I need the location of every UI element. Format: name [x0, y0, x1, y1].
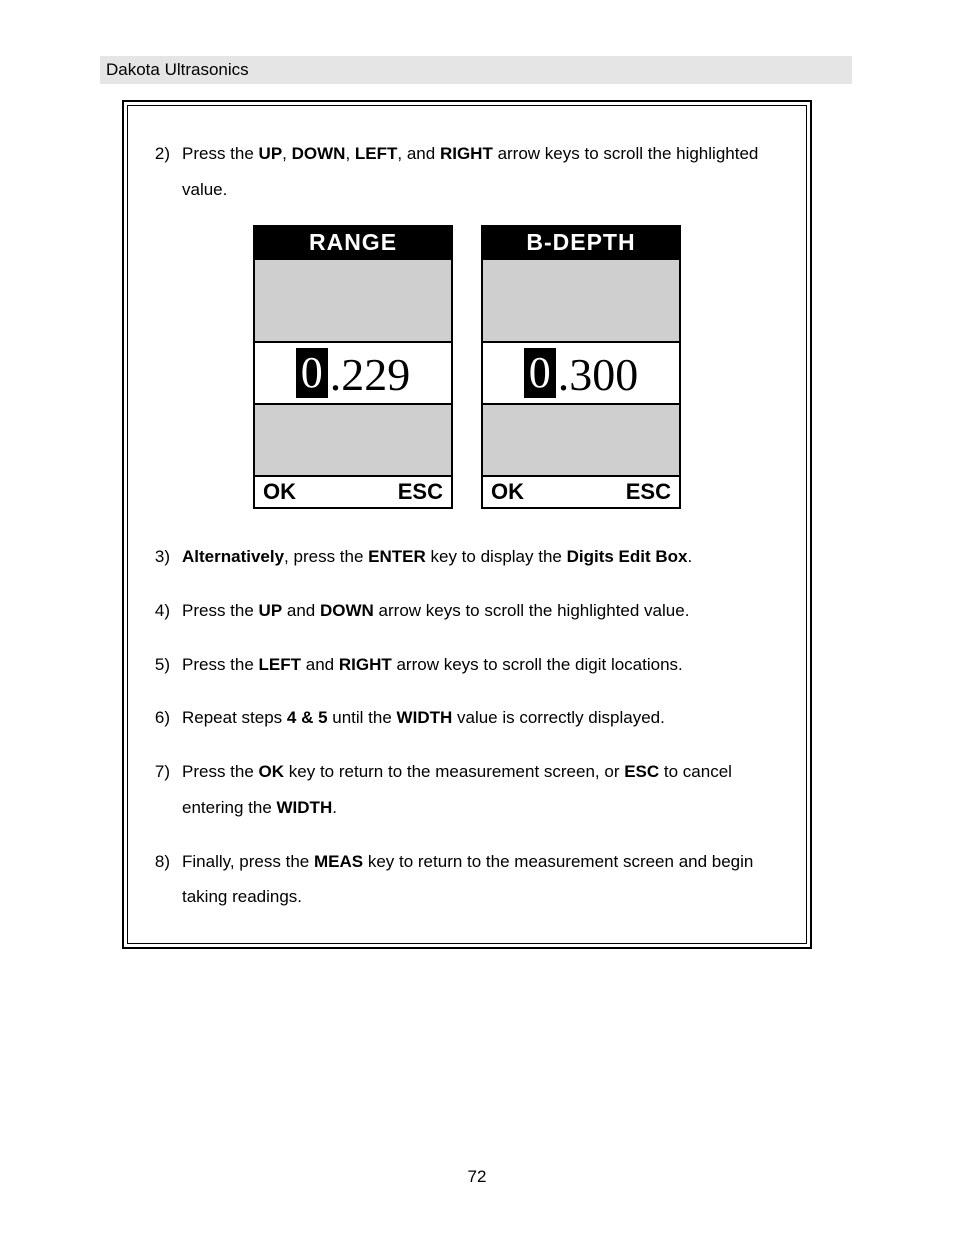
lcd-value-box: 0.229	[255, 341, 451, 405]
step-text: Press the UP, DOWN, LEFT, and RIGHT arro…	[174, 136, 788, 207]
step-text: Press the UP and DOWN arrow keys to scro…	[174, 593, 788, 629]
step-text: Repeat steps 4 & 5 until the WIDTH value…	[174, 700, 788, 736]
lcd-title: B-DEPTH	[483, 227, 679, 259]
lcd-panel-range: RANGE 0.229 OK ESC	[253, 225, 453, 509]
lcd-displays-row: RANGE 0.229 OK ESC B-DEPTH 0	[146, 225, 788, 509]
step-text: Press the OK key to return to the measur…	[174, 754, 788, 825]
value-rest: .300	[558, 352, 639, 398]
step-text: Press the LEFT and RIGHT arrow keys to s…	[174, 647, 788, 683]
step-number: 3)	[146, 539, 174, 575]
ok-label: OK	[491, 479, 524, 505]
lcd-gray-area	[483, 405, 679, 475]
instruction-outer-frame: 2) Press the UP, DOWN, LEFT, and RIGHT a…	[122, 100, 812, 949]
lcd-button-row: OK ESC	[483, 475, 679, 507]
lcd-gray-area	[255, 259, 451, 341]
value-rest: .229	[330, 352, 411, 398]
lcd-title: RANGE	[255, 227, 451, 259]
lcd-gray-area	[255, 405, 451, 475]
step-3: 3) Alternatively, press the ENTER key to…	[146, 539, 788, 575]
page-number: 72	[0, 1167, 954, 1187]
ok-label: OK	[263, 479, 296, 505]
step-text: Finally, press the MEAS key to return to…	[174, 844, 788, 915]
document-header: Dakota Ultrasonics	[100, 56, 852, 84]
step-number: 4)	[146, 593, 174, 629]
esc-label: ESC	[398, 479, 443, 505]
step-4: 4) Press the UP and DOWN arrow keys to s…	[146, 593, 788, 629]
lcd-value: 0.300	[524, 348, 639, 398]
step-number: 7)	[146, 754, 174, 825]
step-number: 8)	[146, 844, 174, 915]
step-number: 2)	[146, 136, 174, 207]
step-7: 7) Press the OK key to return to the mea…	[146, 754, 788, 825]
lcd-value-box: 0.300	[483, 341, 679, 405]
lcd-value: 0.229	[296, 348, 411, 398]
highlighted-digit: 0	[296, 348, 328, 398]
lcd-gray-area	[483, 259, 679, 341]
header-title: Dakota Ultrasonics	[106, 60, 249, 80]
step-number: 6)	[146, 700, 174, 736]
step-2: 2) Press the UP, DOWN, LEFT, and RIGHT a…	[146, 136, 788, 207]
lcd-panel-bdepth: B-DEPTH 0.300 OK ESC	[481, 225, 681, 509]
step-5: 5) Press the LEFT and RIGHT arrow keys t…	[146, 647, 788, 683]
step-8: 8) Finally, press the MEAS key to return…	[146, 844, 788, 915]
step-number: 5)	[146, 647, 174, 683]
esc-label: ESC	[626, 479, 671, 505]
instruction-inner-frame: 2) Press the UP, DOWN, LEFT, and RIGHT a…	[127, 105, 807, 944]
highlighted-digit: 0	[524, 348, 556, 398]
step-text: Alternatively, press the ENTER key to di…	[174, 539, 788, 575]
step-6: 6) Repeat steps 4 & 5 until the WIDTH va…	[146, 700, 788, 736]
lcd-button-row: OK ESC	[255, 475, 451, 507]
